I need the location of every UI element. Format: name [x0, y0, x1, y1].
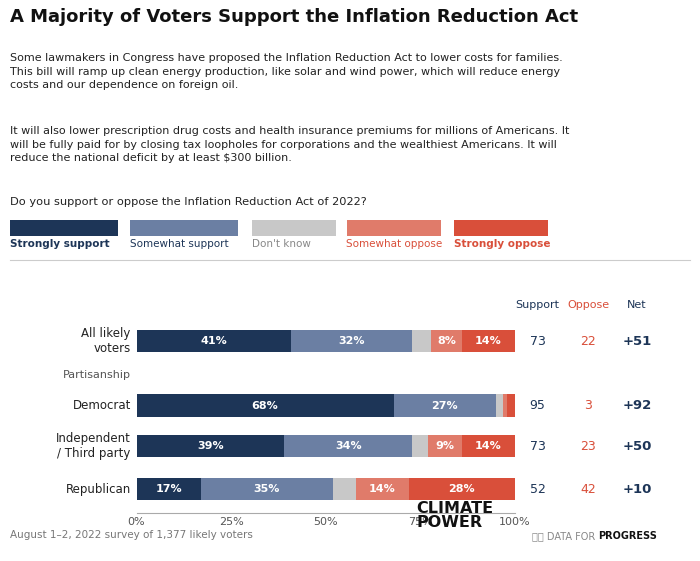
Text: Somewhat oppose: Somewhat oppose [346, 239, 442, 249]
Text: Don't know: Don't know [252, 239, 311, 249]
Text: +10: +10 [622, 482, 652, 495]
Text: 39%: 39% [197, 441, 223, 451]
Text: August 1–2, 2022 survey of 1,377 likely voters: August 1–2, 2022 survey of 1,377 likely … [10, 530, 253, 540]
Bar [136, 330, 291, 352]
Bar [461, 435, 514, 457]
Text: 3: 3 [584, 399, 592, 412]
Text: Partisanship: Partisanship [63, 370, 131, 380]
Bar [431, 330, 461, 352]
Bar [393, 394, 496, 417]
Text: Somewhat support: Somewhat support [130, 239, 228, 249]
Bar [136, 478, 201, 500]
Text: Support: Support [516, 300, 559, 310]
Bar [409, 478, 514, 500]
Bar [136, 435, 284, 457]
Text: Some lawmakers in Congress have proposed the Inflation Reduction Act to lower co: Some lawmakers in Congress have proposed… [10, 53, 563, 90]
Text: 22: 22 [580, 335, 596, 348]
Text: ⯈⯈ DATA FOR: ⯈⯈ DATA FOR [532, 531, 598, 541]
Bar [496, 394, 503, 417]
Text: Democrat: Democrat [73, 399, 131, 412]
Text: 23: 23 [580, 440, 596, 453]
Text: Republican: Republican [66, 482, 131, 495]
Text: 8%: 8% [437, 336, 456, 346]
Bar [333, 478, 356, 500]
Text: 32%: 32% [339, 336, 365, 346]
Text: 52: 52 [530, 482, 545, 495]
Text: 14%: 14% [475, 441, 501, 451]
Text: 73: 73 [530, 440, 545, 453]
Text: 17%: 17% [155, 484, 182, 494]
Text: +92: +92 [622, 399, 652, 412]
Text: Net: Net [627, 300, 647, 310]
Text: +51: +51 [622, 335, 652, 348]
Bar [428, 435, 461, 457]
Text: 14%: 14% [475, 336, 501, 346]
Text: A Majority of Voters Support the Inflation Reduction Act: A Majority of Voters Support the Inflati… [10, 8, 578, 26]
Text: 42: 42 [580, 482, 596, 495]
Bar [291, 330, 412, 352]
Text: +50: +50 [622, 440, 652, 453]
Text: 27%: 27% [431, 401, 458, 411]
Text: Strongly support: Strongly support [10, 239, 109, 249]
Text: Independent
/ Third party: Independent / Third party [56, 432, 131, 460]
Text: 95: 95 [530, 399, 545, 412]
Text: 9%: 9% [435, 441, 454, 451]
Bar [461, 330, 514, 352]
Text: PROGRESS: PROGRESS [598, 531, 657, 541]
Text: 35%: 35% [253, 484, 280, 494]
Text: 41%: 41% [201, 336, 228, 346]
Bar [503, 394, 507, 417]
Text: CLIMATE
POWER: CLIMATE POWER [416, 501, 494, 530]
Text: Strongly oppose: Strongly oppose [454, 239, 550, 249]
Bar [356, 478, 409, 500]
Text: It will also lower prescription drug costs and health insurance premiums for mil: It will also lower prescription drug cos… [10, 126, 569, 163]
Bar [284, 435, 412, 457]
Text: 14%: 14% [369, 484, 396, 494]
Text: All likely
voters: All likely voters [81, 327, 131, 355]
Text: 28%: 28% [448, 484, 475, 494]
Text: 68%: 68% [251, 401, 279, 411]
Bar [507, 394, 514, 417]
Bar [412, 330, 431, 352]
Text: Do you support or oppose the Inflation Reduction Act of 2022?: Do you support or oppose the Inflation R… [10, 197, 367, 208]
Text: Oppose: Oppose [567, 300, 609, 310]
Bar [412, 435, 428, 457]
Text: 73: 73 [530, 335, 545, 348]
Bar [136, 394, 393, 417]
Text: 34%: 34% [335, 441, 361, 451]
Bar [201, 478, 333, 500]
